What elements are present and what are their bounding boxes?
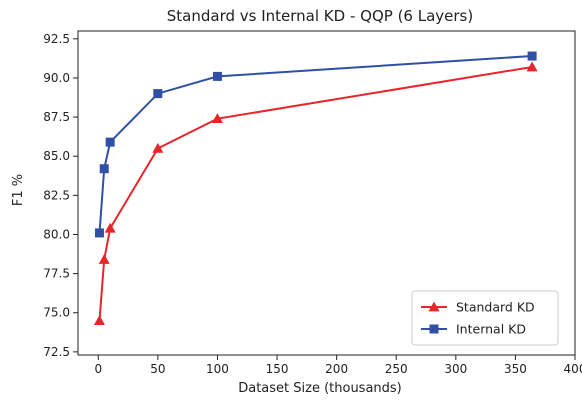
legend-marker (429, 324, 439, 334)
legend-label: Standard KD (456, 300, 535, 315)
x-tick-label: 100 (206, 362, 229, 376)
y-tick-label: 90.0 (43, 71, 70, 85)
x-tick-label: 200 (325, 362, 348, 376)
series-standard-kd (93, 61, 538, 325)
y-tick-label: 85.0 (43, 149, 70, 163)
x-tick-label: 400 (564, 362, 582, 376)
chart-title: Standard vs Internal KD - QQP (6 Layers) (167, 7, 473, 25)
x-tick-label: 50 (150, 362, 165, 376)
legend-label: Internal KD (456, 322, 526, 337)
y-tick-label: 75.0 (43, 306, 70, 320)
data-point (211, 113, 223, 124)
y-tick-label: 92.5 (43, 32, 70, 46)
plot-area (77, 30, 576, 356)
data-point (153, 89, 163, 99)
data-point (526, 61, 538, 72)
legend-box (411, 290, 559, 346)
data-point (99, 164, 109, 174)
data-point (527, 51, 537, 61)
series-line (98, 55, 533, 233)
y-axis: 72.5 75.0 77.5 80.0 82.5 85.0 87.5 90.0 92.5 (43, 32, 78, 359)
series-layer (93, 51, 538, 325)
x-axis: 0 50 100 150 200 250 300 350 400 (94, 355, 582, 376)
y-tick-label: 72.5 (43, 345, 70, 359)
data-point (152, 142, 164, 153)
x-axis-label: Dataset Size (thousands) (238, 381, 402, 396)
series-internal-kd (94, 51, 537, 238)
x-tick-label: 150 (266, 362, 289, 376)
data-point (93, 315, 105, 325)
y-tick-label: 77.5 (43, 267, 70, 281)
legend-marker (428, 301, 440, 312)
x-tick-label: 0 (94, 362, 102, 376)
y-tick-label: 87.5 (43, 110, 70, 124)
x-tick-label: 300 (444, 362, 467, 376)
data-point (104, 222, 116, 233)
y-tick-label: 82.5 (43, 188, 70, 202)
x-tick-label: 350 (504, 362, 527, 376)
data-point (212, 71, 222, 81)
data-point (98, 254, 110, 264)
legend: Standard KD Internal KD (411, 290, 559, 346)
plot-frame (77, 30, 576, 356)
series-line (98, 66, 533, 321)
x-tick-label: 250 (385, 362, 408, 376)
data-point (105, 137, 115, 147)
data-point (94, 228, 104, 238)
y-tick-label: 80.0 (43, 227, 70, 241)
y-axis-label: F1 % (11, 174, 26, 206)
